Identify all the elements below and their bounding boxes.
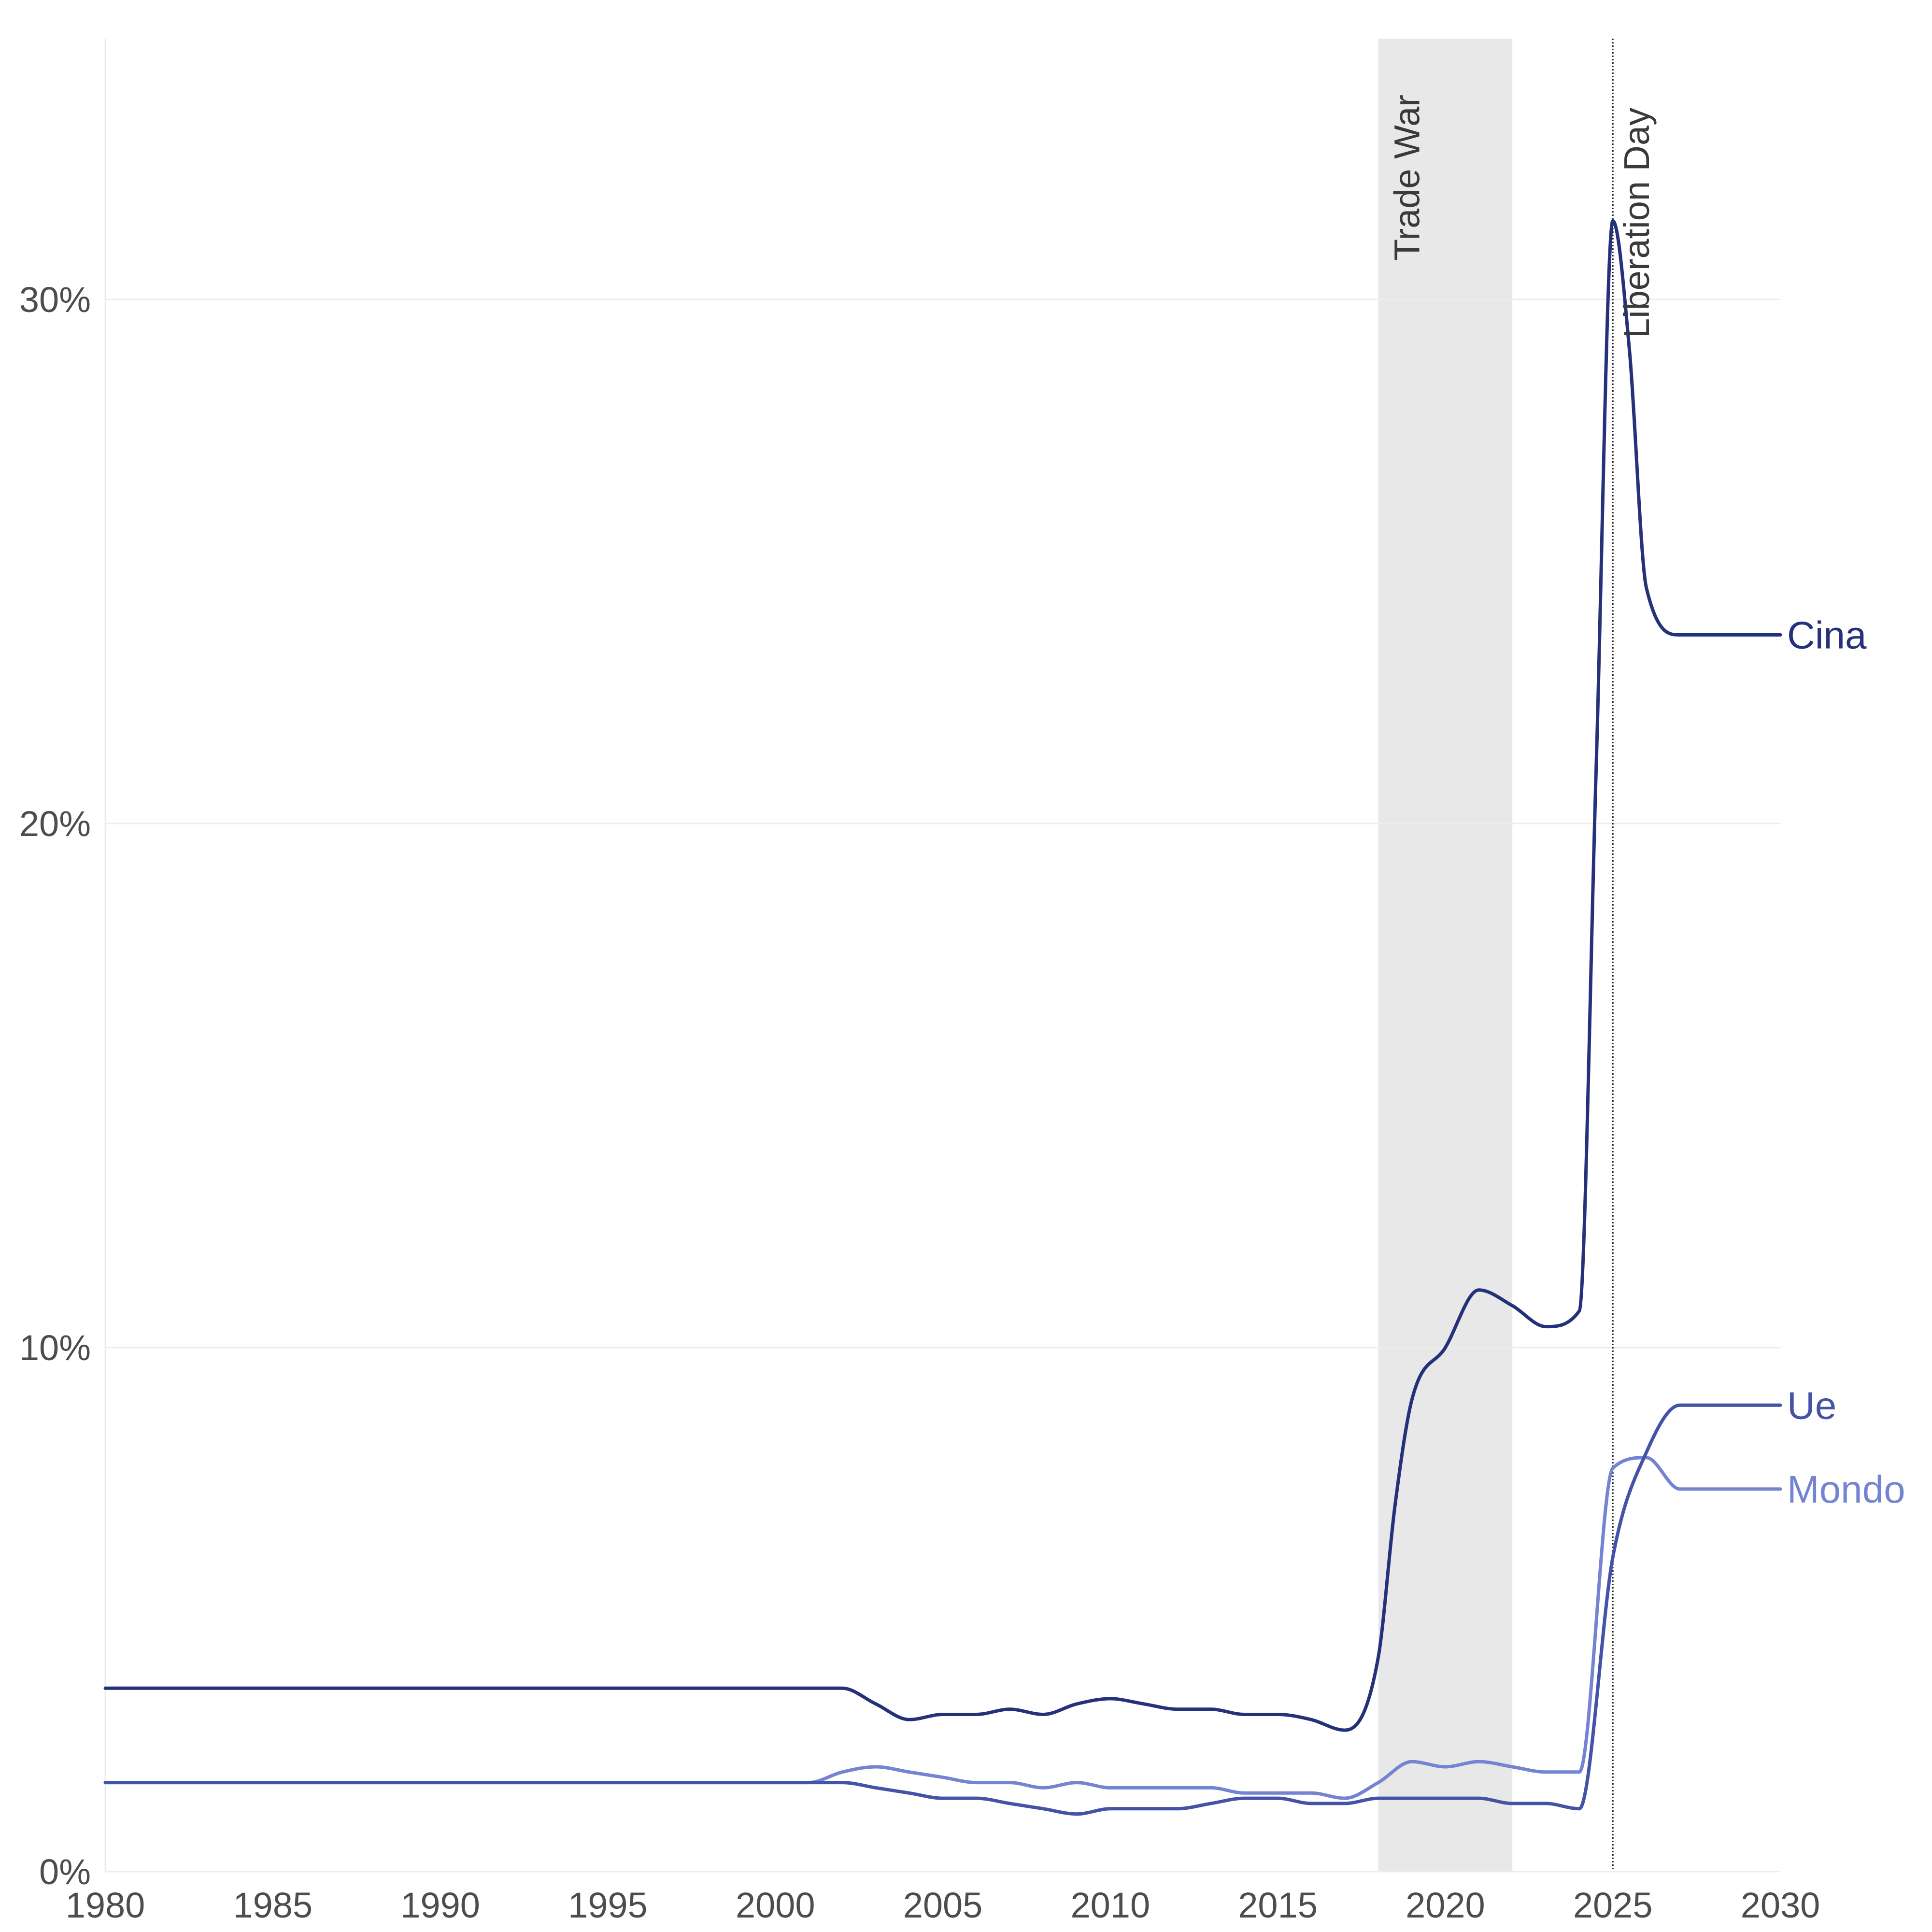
series-label-mondo: Mondo [1787,1468,1905,1511]
x-tick-label: 1990 [400,1885,480,1925]
y-tick-label: 30% [19,280,91,320]
axes-layer: 0% 10% 20% 30% 1980 1985 1990 1995 2000 2005 2010 2… [19,39,1820,1925]
x-tick-label: 2010 [1070,1885,1150,1925]
x-tick-label: 1995 [568,1885,648,1925]
x-tick-label: 2020 [1406,1885,1485,1925]
series-line-ue [103,1403,1782,1816]
series-line-mondo [103,1456,1782,1800]
x-tick-label: 2005 [903,1885,983,1925]
series-layer [103,219,1782,1816]
labels-layer: Trade War Liberation Day Mondo Ue Cina [1387,95,1905,1511]
series-label-cina: Cina [1787,613,1867,656]
x-tick-label: 1980 [66,1885,145,1925]
x-tick-label: 2015 [1238,1885,1318,1925]
trade-war-span [1378,39,1513,1872]
series-line-cina [103,219,1782,1732]
liberation-day-label: Liberation Day [1617,108,1657,338]
x-tick-label: 1985 [233,1885,313,1925]
annotation-span-layer [1378,39,1513,1872]
series-label-ue: Ue [1787,1384,1836,1427]
x-tick-label: 2000 [736,1885,815,1925]
y-tick-label: 0% [39,1852,91,1892]
trade-war-label: Trade War [1387,95,1427,261]
x-tick-label: 2025 [1573,1885,1653,1925]
y-tick-label: 10% [19,1328,91,1368]
gridlines-layer [105,298,1780,1349]
y-tick-label: 20% [19,804,91,844]
x-tick-label: 2030 [1741,1885,1820,1925]
